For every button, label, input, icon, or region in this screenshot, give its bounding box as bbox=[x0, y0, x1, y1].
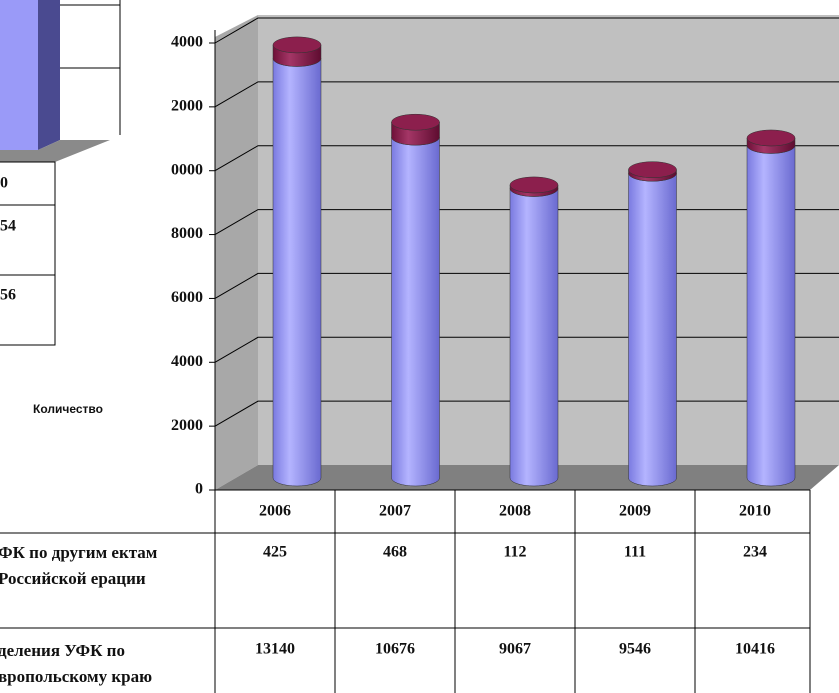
bar-cap bbox=[628, 161, 677, 178]
bar-segment bbox=[509, 188, 559, 487]
y-tick-label: 4000 bbox=[171, 34, 203, 51]
table-value: 10676 bbox=[375, 641, 415, 658]
y-tick-label: 4000 bbox=[171, 353, 203, 370]
row-label: ФК по другим ектам Российской ерации bbox=[0, 543, 158, 588]
data-table bbox=[0, 489, 811, 693]
bar-cap bbox=[272, 36, 322, 54]
side-table-value: 56 bbox=[0, 287, 16, 304]
x-tick-label: 2009 bbox=[619, 503, 651, 520]
table-value: 111 bbox=[624, 544, 646, 561]
y-tick-label: 8000 bbox=[171, 225, 203, 242]
table-value: 13140 bbox=[255, 641, 295, 658]
grid-line bbox=[214, 81, 839, 108]
bar-cap bbox=[391, 113, 440, 131]
bar-segment bbox=[746, 145, 796, 487]
x-tick-label: 2010 bbox=[739, 503, 771, 520]
axis-label: Количество bbox=[33, 402, 103, 416]
x-tick-label: 2006 bbox=[259, 503, 291, 520]
side-floor bbox=[0, 140, 110, 162]
bar-segment bbox=[391, 137, 440, 487]
bar-segment bbox=[628, 173, 677, 487]
x-tick-label: 2008 bbox=[499, 503, 531, 520]
bar-cap bbox=[509, 176, 559, 194]
side-table bbox=[0, 161, 56, 346]
y-tick-label: 6000 bbox=[171, 289, 203, 306]
table-value: 468 bbox=[383, 544, 407, 561]
table-value: 425 bbox=[263, 544, 287, 561]
side-bar bbox=[0, 0, 38, 150]
grid-line bbox=[214, 17, 839, 44]
table-value: 9067 bbox=[499, 641, 531, 658]
side-bar-shade bbox=[38, 0, 60, 150]
table-value: 112 bbox=[503, 544, 526, 561]
y-tick-label: 0 bbox=[195, 481, 203, 498]
table-value: 234 bbox=[743, 544, 767, 561]
y-tick-label: 2000 bbox=[171, 98, 203, 115]
bar-segment bbox=[272, 58, 322, 487]
x-tick-label: 2007 bbox=[379, 503, 411, 520]
bar-cap bbox=[746, 129, 796, 147]
y-tick-label: 0000 bbox=[171, 161, 203, 178]
y-tick-label: 2000 bbox=[171, 417, 203, 434]
side-table-value: 0 bbox=[0, 175, 8, 192]
row-label: деления УФК по вропольскому краю bbox=[0, 641, 153, 686]
table-value: 10416 bbox=[735, 641, 775, 658]
side-table-value: 54 bbox=[0, 218, 16, 235]
grid-line bbox=[214, 145, 839, 172]
side-wall bbox=[215, 15, 258, 490]
table-value: 9546 bbox=[619, 641, 651, 658]
